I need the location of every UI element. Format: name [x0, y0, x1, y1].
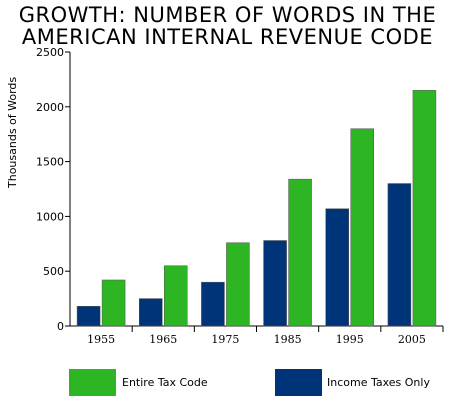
x-tick-label: 1975: [211, 333, 239, 346]
x-tick-label: 2005: [398, 333, 426, 346]
legend-label-income-taxes-only: Income Taxes Only: [327, 376, 430, 389]
bar-income-taxes-only-1955: [76, 306, 101, 327]
x-tick-label: 1955: [87, 333, 115, 346]
legend-label-entire-tax-code: Entire Tax Code: [122, 376, 208, 389]
bar-entire-tax-code-1995: [350, 128, 374, 327]
bar-entire-tax-code-1965: [164, 265, 188, 327]
x-tick-label: 1965: [149, 333, 177, 346]
y-tick-label: 1000: [36, 210, 64, 223]
legend-swatch-income-taxes-only: [275, 369, 322, 396]
x-tick-label: 1985: [274, 333, 302, 346]
legend-swatch-entire-tax-code: [69, 369, 116, 396]
y-tick-label: 500: [43, 265, 64, 278]
bar-entire-tax-code-1955: [101, 279, 126, 327]
chart-title: GROWTH: NUMBER OF WORDS IN THE AMERICAN …: [0, 4, 455, 48]
bar-income-taxes-only-1985: [263, 240, 287, 327]
bar-entire-tax-code-1975: [226, 242, 250, 327]
bar-entire-tax-code-1985: [288, 178, 312, 327]
y-tick-label: 1500: [36, 156, 64, 169]
bar-income-taxes-only-1975: [201, 281, 225, 327]
y-tick-label: 2500: [36, 46, 64, 59]
bar-income-taxes-only-1995: [325, 208, 349, 327]
chart-title-line-1: GROWTH: NUMBER OF WORDS IN THE: [18, 3, 437, 27]
bar-income-taxes-only-2005: [387, 183, 412, 327]
x-tick-label: 1995: [336, 333, 364, 346]
bar-income-taxes-only-1965: [139, 298, 163, 327]
y-tick-label: 2000: [36, 101, 64, 114]
y-tick-label: 0: [57, 320, 64, 333]
bar-entire-tax-code-2005: [412, 90, 437, 327]
chart-title-line-2: AMERICAN INTERNAL REVENUE CODE: [21, 25, 434, 49]
